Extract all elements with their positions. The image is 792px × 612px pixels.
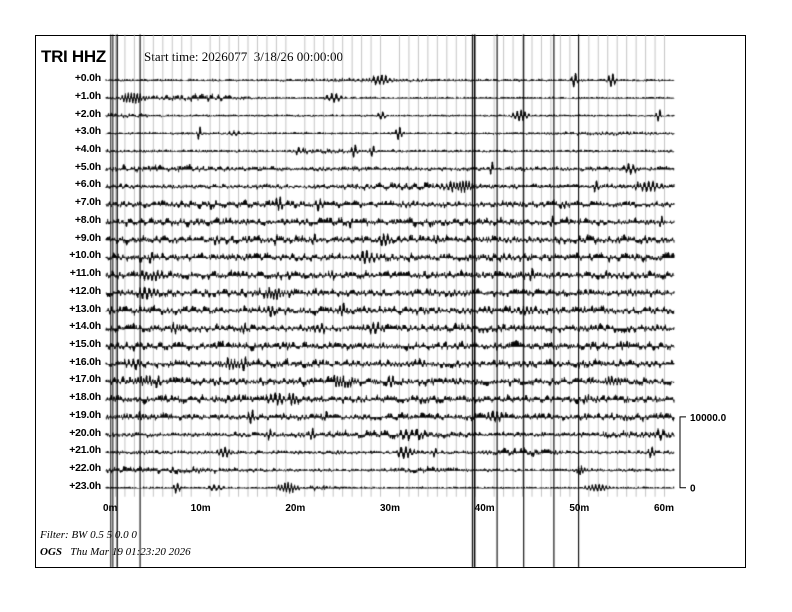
svg-text:10000.0: 10000.0 [690, 413, 727, 424]
svg-text:0: 0 [690, 484, 696, 495]
